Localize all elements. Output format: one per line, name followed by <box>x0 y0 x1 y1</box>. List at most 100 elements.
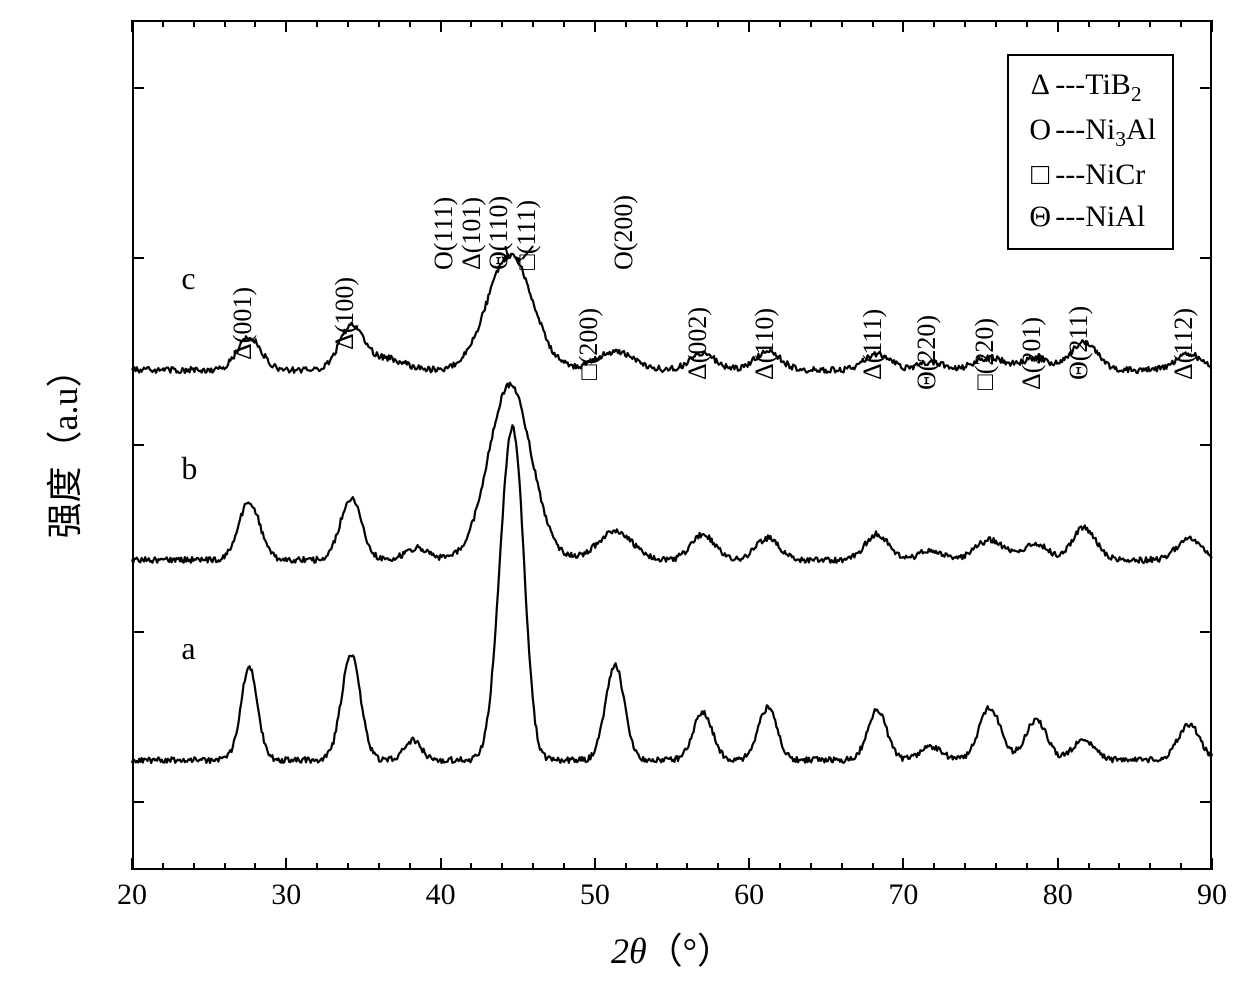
x-tick <box>656 863 658 870</box>
peak-label: Ο(200) <box>609 195 639 270</box>
x-tick-label: 30 <box>271 878 301 912</box>
peak-label: Θ(220) <box>912 315 942 390</box>
x-tick <box>254 863 256 870</box>
peak-label: □(220) <box>970 318 1000 390</box>
x-tick <box>440 20 442 32</box>
x-tick <box>964 863 966 870</box>
spectrum-a <box>132 425 1212 763</box>
x-tick <box>131 20 133 32</box>
spectrum-c <box>132 254 1212 373</box>
x-tick <box>1180 863 1182 870</box>
x-tick <box>409 20 411 27</box>
x-tick <box>501 20 503 27</box>
x-tick <box>872 20 874 27</box>
x-tick <box>162 20 164 27</box>
x-tick <box>810 863 812 870</box>
x-tick <box>594 20 596 32</box>
x-tick <box>656 20 658 27</box>
x-tick <box>131 858 133 870</box>
x-tick <box>1180 20 1182 27</box>
x-tick <box>470 20 472 27</box>
x-tick <box>1057 20 1059 32</box>
x-tick <box>933 20 935 27</box>
x-tick <box>902 20 904 32</box>
x-tick <box>625 20 627 27</box>
x-tick <box>686 863 688 870</box>
y-axis-title: 强度（a.u） <box>36 352 88 539</box>
peak-label: Δ(201) <box>1017 317 1047 390</box>
x-tick <box>1118 20 1120 27</box>
peak-label: Δ(001) <box>228 287 258 360</box>
x-tick-label: 90 <box>1197 878 1227 912</box>
x-tick <box>254 20 256 27</box>
y-tick <box>132 87 144 89</box>
y-tick <box>1200 87 1212 89</box>
x-tick <box>1088 863 1090 870</box>
x-tick <box>1211 858 1213 870</box>
x-tick <box>717 863 719 870</box>
spectrum-b <box>132 383 1212 563</box>
x-tick-label: 80 <box>1043 878 1073 912</box>
x-tick <box>1026 20 1028 27</box>
legend-item: Ο---Ni3Al <box>1025 109 1156 154</box>
peak-label: Δ(111) <box>858 309 888 380</box>
x-tick <box>748 858 750 870</box>
peak-label: Θ(211) <box>1064 306 1094 380</box>
x-tick <box>841 20 843 27</box>
x-tick <box>347 863 349 870</box>
curve-label: c <box>181 260 195 297</box>
x-tick <box>717 20 719 27</box>
x-tick <box>532 20 534 27</box>
legend: Δ---TiB2Ο---Ni3Al□---NiCrΘ---NiAl <box>1007 54 1174 250</box>
x-tick <box>563 863 565 870</box>
x-tick <box>779 20 781 27</box>
y-tick <box>132 631 144 633</box>
x-tick <box>347 20 349 27</box>
y-tick <box>1200 257 1212 259</box>
y-tick <box>132 801 144 803</box>
x-tick <box>440 858 442 870</box>
peak-label: □(200) <box>574 308 604 380</box>
x-tick <box>995 863 997 870</box>
x-tick <box>316 863 318 870</box>
x-tick <box>1149 20 1151 27</box>
peak-label: Θ(110) <box>484 196 514 270</box>
peak-label: Δ(101) <box>457 197 487 270</box>
peak-label: Δ(002) <box>683 307 713 380</box>
x-tick-label: 40 <box>426 878 456 912</box>
y-tick <box>1200 801 1212 803</box>
x-tick <box>501 863 503 870</box>
x-tick <box>224 863 226 870</box>
x-tick <box>378 20 380 27</box>
x-tick <box>779 863 781 870</box>
peak-label: □(111) <box>512 200 542 270</box>
x-tick <box>1118 863 1120 870</box>
x-tick <box>872 863 874 870</box>
x-tick <box>162 863 164 870</box>
x-tick <box>1088 20 1090 27</box>
peak-label: Δ(100) <box>330 277 360 350</box>
x-tick-label: 60 <box>734 878 764 912</box>
x-tick <box>224 20 226 27</box>
x-tick <box>964 20 966 27</box>
x-tick-label: 70 <box>888 878 918 912</box>
x-tick <box>285 20 287 32</box>
x-tick-label: 20 <box>117 878 147 912</box>
x-tick <box>933 863 935 870</box>
x-tick <box>1026 863 1028 870</box>
x-tick <box>378 863 380 870</box>
x-tick <box>470 863 472 870</box>
x-tick <box>193 863 195 870</box>
peak-label: Δ(110) <box>750 308 780 380</box>
x-tick-label: 50 <box>580 878 610 912</box>
x-tick <box>563 20 565 27</box>
x-tick <box>1057 858 1059 870</box>
peak-label: Δ(112) <box>1169 308 1199 380</box>
x-axis-title: 2θ（°） <box>611 922 733 974</box>
x-tick <box>625 863 627 870</box>
curve-label: a <box>181 630 195 667</box>
x-tick <box>594 858 596 870</box>
legend-item: Δ---TiB2 <box>1025 64 1156 109</box>
x-tick <box>193 20 195 27</box>
curve-label: b <box>181 450 197 487</box>
